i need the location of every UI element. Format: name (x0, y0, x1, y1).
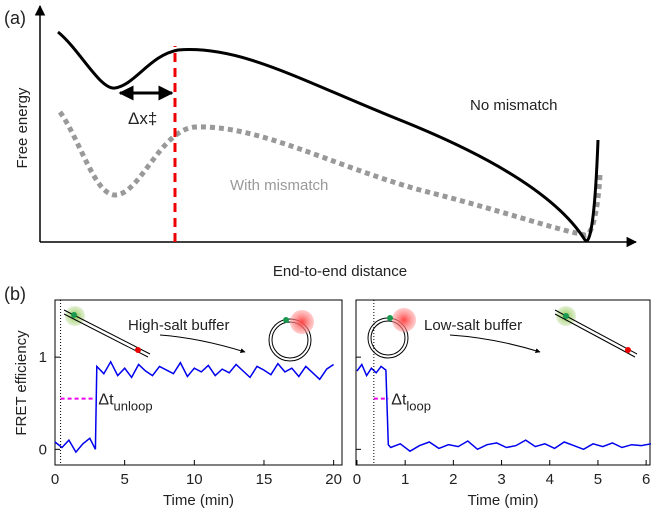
fret-trace (54, 360, 335, 454)
curve-label: No mismatch (470, 97, 558, 114)
x-label: Time (min) (467, 492, 538, 509)
inset-label: High-salt buffer (128, 317, 229, 334)
panel-label: (b) (4, 284, 26, 304)
plot-frame (54, 299, 343, 466)
x-tick-label: 6 (642, 471, 650, 488)
y-label: Free energy (14, 87, 31, 168)
x-tick-label: 5 (594, 471, 602, 488)
dwell-symbol: Δt (391, 392, 407, 409)
y-tick-label: 0 (39, 441, 47, 458)
x-tick-label: 5 (120, 471, 128, 488)
x-tick-label: 2 (449, 471, 457, 488)
x-tick-label: 0 (51, 471, 59, 488)
y-tick-label: 1 (39, 349, 47, 366)
x-label: Time (min) (163, 492, 234, 509)
x-tick-label: 4 (546, 471, 554, 488)
inset-label: Low-salt buffer (424, 317, 522, 334)
dwell-subscript: loop (406, 399, 431, 414)
inset-right (367, 306, 638, 359)
y-label: FRET efficiency (13, 330, 30, 436)
dwell-label: Δtunloop (98, 392, 152, 414)
panel-label: (a) (4, 8, 26, 28)
x-tick-label: 0 (353, 471, 361, 488)
dwell-subscript: unloop (114, 399, 153, 414)
fret-trace (356, 363, 652, 453)
x-tick-label: 15 (256, 471, 273, 488)
inset-left (63, 306, 314, 362)
dwell-label: Δtloop (391, 392, 431, 414)
x-tick-label: 10 (186, 471, 203, 488)
x-tick-label: 1 (401, 471, 409, 488)
plot-frame (355, 299, 651, 466)
dwell-symbol: Δt (98, 392, 114, 409)
x-label: End-to-end distance (273, 263, 407, 280)
mismatch-curve (57, 110, 603, 238)
barrier-label: Δx‡ (128, 109, 157, 128)
no-mismatch-curve (57, 30, 600, 243)
curve-label: With mismatch (230, 177, 328, 194)
x-tick-label: 20 (325, 471, 342, 488)
x-tick-label: 3 (497, 471, 505, 488)
